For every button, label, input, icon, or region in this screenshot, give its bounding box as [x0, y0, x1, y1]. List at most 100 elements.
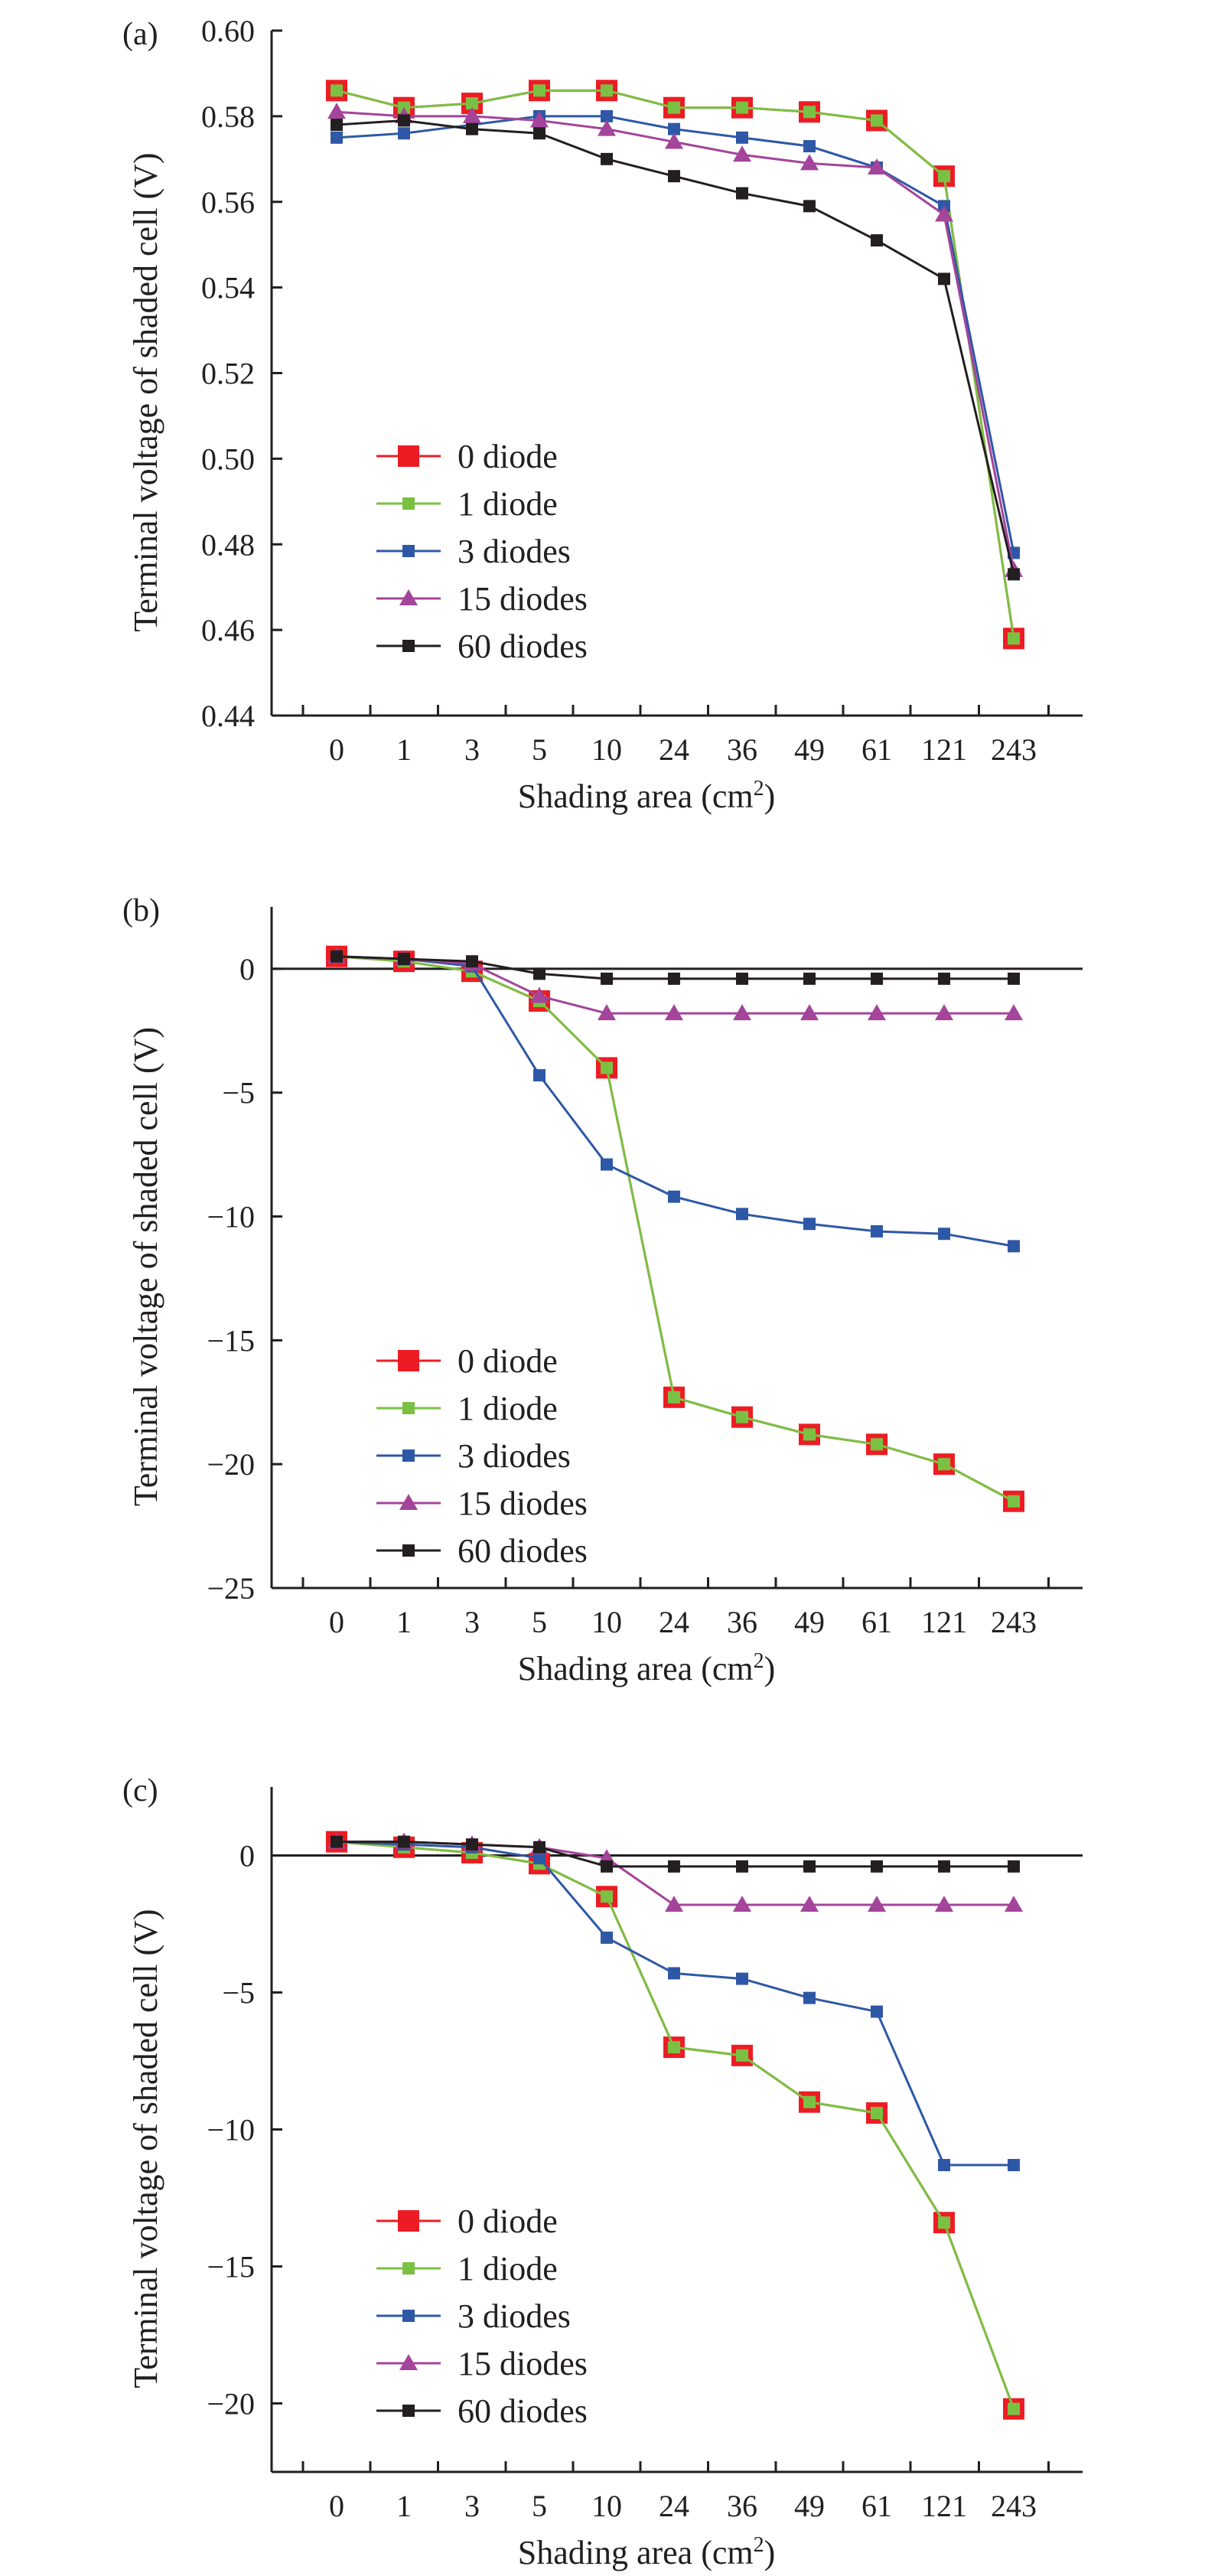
data-point [938, 1860, 950, 1873]
y-axis-title: Terminal voltage of shaded cell (V) [127, 1027, 164, 1506]
data-point [668, 1190, 680, 1203]
x-tick-label: 36 [727, 1605, 757, 1639]
data-point [736, 2049, 748, 2062]
data-point [601, 84, 613, 97]
data-point [668, 2041, 680, 2054]
chart-panel-b: (b) −25 −20 −15 −10 −5 0 0 1 3 5 10 24 36 49 61 121 243 Sh… [122, 893, 1083, 1687]
legend-entry: 60 diodes [458, 1532, 588, 1570]
y-tick-label: −20 [207, 1447, 255, 1482]
data-point [803, 972, 816, 985]
data-point [533, 1841, 546, 1854]
data-point [668, 1391, 680, 1404]
x-tick-label: 121 [921, 732, 967, 767]
x-tick-label: 0 [329, 732, 344, 767]
legend-marker [402, 1449, 415, 1462]
legend-marker [399, 1494, 418, 1510]
data-point [601, 109, 613, 122]
data-point [598, 119, 616, 136]
series-line [336, 955, 1014, 1015]
data-point [868, 1004, 886, 1021]
legend: 0 diode 1 diode 3 diodes 15 diodes 60 diodes [376, 438, 588, 665]
data-point [938, 272, 950, 285]
data-point [800, 154, 819, 171]
data-point [601, 1931, 613, 1944]
series-1 [331, 950, 1020, 1508]
data-point [601, 1158, 613, 1171]
data-point [871, 1860, 883, 1873]
legend-entry: 0 diode [458, 1342, 558, 1380]
data-point [530, 111, 549, 128]
x-tick-label: 5 [532, 1605, 547, 1639]
legend-marker [402, 640, 415, 652]
x-axis-title: Shading area (cm2) [518, 2533, 776, 2571]
panel-label: (b) [122, 893, 160, 928]
y-tick-label: 0.50 [201, 442, 255, 476]
legend-marker [402, 1402, 415, 1414]
data-point [736, 1208, 748, 1221]
series-line [336, 1841, 1015, 2410]
y-tick-label: 0.48 [201, 527, 255, 562]
data-point [803, 2095, 816, 2108]
series-4 [331, 1835, 1020, 1873]
x-tick-label: 61 [861, 1605, 892, 1639]
x-tick-label: 243 [991, 2489, 1037, 2523]
data-point [327, 103, 346, 119]
x-tick-label: 0 [329, 2489, 344, 2523]
data-point [530, 986, 549, 1003]
legend: 0 diode 1 diode 3 diodes 15 diodes 60 diodes [376, 1342, 588, 1570]
data-point [800, 1004, 819, 1021]
data-point [398, 114, 410, 127]
data-point [871, 972, 883, 985]
data-point [736, 101, 748, 114]
x-tick-label: 121 [921, 2489, 967, 2523]
data-point [733, 145, 751, 162]
series-0 [326, 945, 1024, 1512]
y-tick-label: 0.58 [201, 99, 255, 134]
data-point [533, 967, 546, 980]
data-point [938, 972, 950, 985]
x-axis-title: Shading area (cm2) [518, 1649, 776, 1687]
x-tick-label: 3 [464, 1605, 480, 1639]
y-tick-label: −5 [222, 1976, 255, 2010]
data-point [331, 950, 343, 963]
data-point [803, 140, 816, 153]
data-point [736, 131, 748, 144]
data-point [938, 2216, 950, 2229]
data-point [733, 1895, 751, 1912]
panel-label: (c) [122, 1773, 158, 1808]
x-tick-label: 0 [329, 1605, 344, 1639]
y-tick-label: −15 [207, 2250, 255, 2284]
y-axis-title: Terminal voltage of shaded cell (V) [127, 152, 164, 631]
legend-marker [402, 2405, 415, 2417]
legend-entry: 0 diode [458, 438, 558, 475]
data-point [331, 84, 343, 97]
data-point [601, 1860, 613, 1873]
legend-entry: 60 diodes [458, 2392, 588, 2430]
chart-panel-a: (a) 0.44 0.46 0.48 0.50 0.52 0.54 0.56 0.58 0.60 0… [122, 14, 1083, 815]
legend-entry: 1 diode [458, 1390, 558, 1427]
data-point [868, 158, 886, 174]
data-point [871, 2005, 883, 2018]
series-2 [331, 950, 1020, 1253]
x-tick-label: 61 [861, 732, 892, 767]
legend-entry: 1 diode [458, 2250, 558, 2287]
data-point [331, 119, 343, 132]
legend-marker [402, 2262, 415, 2274]
x-tick-label: 24 [659, 1605, 689, 1639]
data-point [871, 2107, 883, 2120]
data-point [871, 1224, 883, 1237]
data-point [938, 170, 950, 183]
x-tick-label: 1 [396, 1605, 412, 1639]
series-1 [331, 84, 1020, 645]
data-point [935, 205, 953, 222]
data-point [668, 122, 680, 135]
legend-entry: 3 diodes [458, 533, 571, 570]
data-point [803, 1218, 816, 1231]
x-tick-label: 3 [464, 732, 480, 767]
series-1 [331, 1835, 1020, 2415]
y-tick-label: 0.54 [201, 271, 255, 305]
data-point [665, 1004, 683, 1021]
data-point [533, 127, 546, 140]
x-tick-label: 10 [591, 732, 622, 767]
data-point [871, 114, 883, 127]
